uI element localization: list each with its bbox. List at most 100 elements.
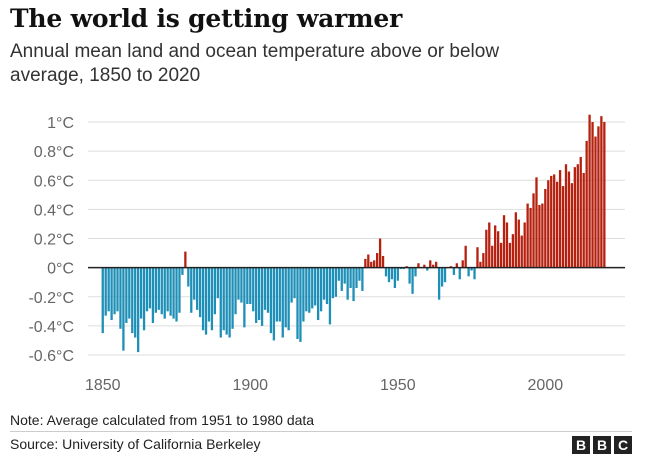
bar-1919: [305, 267, 308, 312]
bar-1890: [219, 267, 222, 338]
bar-1864: [142, 267, 146, 331]
bar-2002: [550, 175, 553, 268]
bar-1984: [496, 231, 500, 268]
bar-1972: [461, 260, 464, 268]
logo-letter: B: [593, 436, 611, 454]
bar-2020: [603, 122, 606, 268]
bar-1897: [240, 267, 243, 303]
footer-divider: [10, 431, 632, 432]
bar-1896: [237, 267, 240, 300]
bar-1974: [467, 267, 470, 277]
bar-2010: [573, 167, 576, 268]
bar-1895: [234, 267, 237, 315]
bar-1938: [361, 267, 364, 291]
bar-1982: [491, 245, 494, 268]
chart-title: The world is getting warmer: [10, 4, 403, 33]
y-tick-label: -0.6°C: [28, 348, 74, 365]
bar-1961: [429, 260, 432, 268]
x-tick-label: 2000: [528, 377, 564, 394]
bar-1876: [178, 267, 181, 313]
bar-1920: [308, 267, 311, 313]
bar-1973: [464, 245, 467, 268]
bar-1932: [343, 267, 346, 284]
bar-1855: [116, 267, 119, 312]
bar-1884: [201, 267, 205, 331]
y-tick-label: 1°C: [47, 115, 74, 132]
bar-1981: [488, 222, 491, 268]
bar-1906: [266, 267, 270, 313]
bar-1862: [137, 267, 140, 353]
bar-1901: [252, 267, 255, 312]
logo-letter: C: [614, 436, 632, 454]
bar-1911: [281, 267, 284, 338]
bar-1870: [160, 267, 163, 315]
bar-1929: [334, 267, 337, 297]
bar-1899: [246, 267, 249, 305]
bar-1900: [249, 267, 252, 305]
source-credit: Source: University of California Berkele…: [10, 436, 261, 452]
bar-1992: [520, 235, 523, 268]
bar-2003: [553, 174, 556, 268]
bar-1863: [139, 267, 143, 319]
bar-1904: [260, 267, 264, 326]
bar-1939: [364, 258, 367, 268]
bar-1944: [378, 238, 382, 268]
axes: 1°C 0.8°C 0.6°C 0.4°C 0.2°C 0°C -0.2°C -0.4°C -0…: [28, 115, 625, 394]
bar-1980: [485, 229, 488, 268]
bar-1964: [437, 267, 441, 300]
bar-1881: [193, 267, 196, 300]
bar-1926: [325, 267, 329, 305]
bar-1927: [328, 267, 332, 325]
bar-1908: [272, 267, 276, 341]
bar-1854: [113, 267, 116, 315]
bar-1888: [213, 267, 217, 315]
bar-2014: [585, 140, 588, 268]
bar-1987: [505, 222, 509, 268]
bar-1898: [243, 267, 246, 328]
bar-1996: [532, 193, 535, 268]
bar-1887: [210, 267, 214, 331]
y-tick-label: -0.2°C: [28, 290, 74, 307]
bar-1909: [275, 267, 278, 322]
bar-1869: [157, 267, 160, 310]
bar-1852: [107, 267, 110, 312]
bar-1915: [293, 267, 296, 299]
bar-1969: [452, 267, 456, 275]
bar-1921: [311, 267, 314, 309]
bar-1860: [131, 267, 134, 334]
y-tick-label: -0.4°C: [28, 319, 74, 336]
bar-1922: [314, 267, 317, 306]
bar-1914: [290, 267, 293, 303]
bar-2000: [544, 188, 547, 268]
bbc-logo: B B C: [572, 436, 632, 454]
bar-1959: [423, 264, 426, 268]
bar-2004: [555, 181, 559, 268]
bar-1985: [499, 242, 503, 268]
bar-1871: [163, 267, 166, 319]
bar-1874: [172, 267, 175, 319]
bar-1970: [455, 263, 458, 268]
bar-1995: [529, 207, 532, 268]
bar-1880: [190, 267, 193, 313]
bar-1916: [296, 267, 299, 339]
bar-1857: [122, 267, 125, 351]
bar-1957: [417, 263, 420, 268]
bar-1866: [148, 267, 152, 309]
bar-1865: [145, 267, 149, 312]
bar-1977: [476, 247, 479, 268]
bar-1903: [257, 267, 261, 321]
bar-1946: [384, 267, 388, 277]
bar-1882: [196, 267, 199, 310]
bar-2016: [591, 122, 594, 268]
bar-1878: [184, 251, 187, 268]
bar-1960: [426, 267, 429, 271]
bar-1993: [523, 222, 526, 268]
bar-1990: [514, 212, 517, 268]
bar-1947: [387, 267, 391, 283]
bar-2012: [579, 156, 582, 268]
y-tick-label: 0.4°C: [34, 202, 74, 219]
bar-1991: [517, 219, 520, 268]
bar-1933: [346, 267, 349, 300]
bar-2007: [564, 164, 568, 268]
